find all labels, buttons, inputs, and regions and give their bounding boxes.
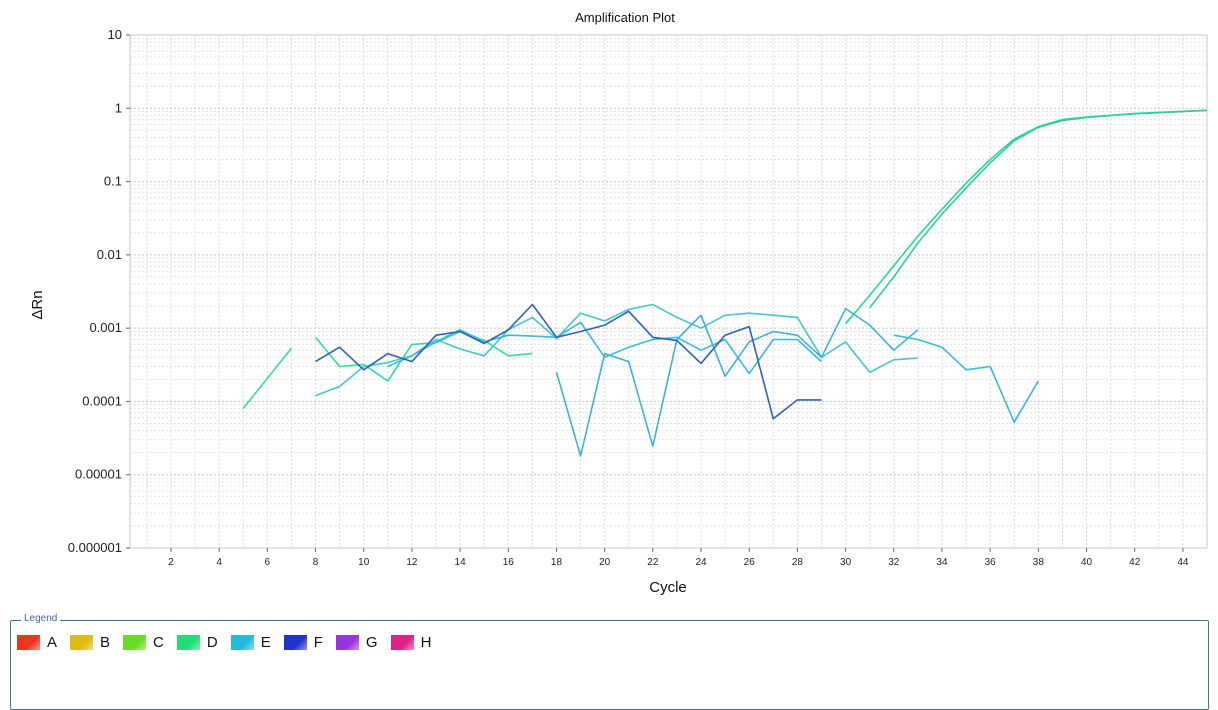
- legend-label: H: [420, 634, 432, 651]
- x-tick-label: 32: [888, 557, 900, 568]
- legend-label: C: [153, 634, 164, 651]
- legend-swatch: [123, 635, 147, 650]
- y-tick-label: 0.00001: [75, 467, 122, 482]
- legend-item-c[interactable]: C: [123, 634, 164, 651]
- legend-item-d[interactable]: D: [176, 634, 218, 651]
- amplification-curve-6: [387, 321, 823, 375]
- legend-swatch: [283, 635, 307, 650]
- legend-swatch: [230, 635, 254, 650]
- amplification-curve-1: [844, 109, 1208, 325]
- x-axis-label: Cycle: [649, 579, 687, 596]
- legend-item-e[interactable]: E: [230, 634, 271, 651]
- x-tick-label: 18: [551, 557, 563, 568]
- y-tick-label: 10: [108, 27, 122, 42]
- amplification-curve-3: [314, 330, 533, 382]
- y-tick-label: 0.1: [104, 174, 122, 189]
- y-tick-label: 0.0001: [82, 393, 122, 408]
- legend-title: Legend: [21, 613, 61, 624]
- amplification-curve-7: [315, 303, 822, 420]
- x-tick-label: 22: [647, 557, 659, 568]
- amplification-curves: [242, 109, 1208, 457]
- x-tick-label: 38: [1033, 557, 1045, 568]
- legend-panel: Legend A B C D E F G H: [10, 613, 1209, 710]
- x-tick-label: 6: [265, 557, 271, 568]
- x-tick-label: 8: [313, 557, 319, 568]
- legend-item-h[interactable]: H: [390, 634, 432, 651]
- y-axis-label: ΔRn: [29, 290, 46, 319]
- x-tick-label: 26: [744, 557, 756, 568]
- x-tick-label: 40: [1081, 557, 1093, 568]
- legend-label: G: [365, 634, 378, 651]
- x-tick-label: 14: [455, 557, 467, 568]
- y-tick-label: 1: [115, 100, 122, 115]
- x-tick-label: 4: [216, 557, 222, 568]
- x-tick-label: 12: [406, 557, 418, 568]
- amplification-curve-5: [555, 307, 919, 457]
- legend-swatch: [176, 635, 200, 650]
- x-tick-label: 16: [503, 557, 515, 568]
- legend-label: A: [47, 634, 58, 651]
- amplification-curve-2: [869, 109, 1208, 309]
- plot-area: [129, 34, 1208, 549]
- legend-item-b[interactable]: B: [70, 634, 110, 651]
- x-tick-label: 34: [936, 557, 948, 568]
- axis-tick-labels: 2 4 6 8 10 12 14 16 18 20 22 24 26 28 30 32 34 36 38 40 42 44…: [68, 27, 1189, 568]
- y-tick-label: 0.000001: [68, 540, 122, 555]
- chart-title: Amplification Plot: [575, 10, 675, 25]
- y-tick-label: 0.001: [89, 320, 122, 335]
- x-tick-label: 44: [1177, 557, 1189, 568]
- x-tick-label: 24: [695, 557, 707, 568]
- x-tick-label: 20: [599, 557, 611, 568]
- legend-swatch: [17, 635, 40, 650]
- legend-swatch: [335, 635, 359, 650]
- legend-label: F: [313, 634, 323, 651]
- legend-swatch: [390, 635, 414, 650]
- x-tick-label: 2: [168, 557, 174, 568]
- legend-item-a[interactable]: A: [17, 634, 57, 651]
- legend-swatch: [70, 635, 94, 650]
- legend-items: A B C D E F G H: [17, 634, 444, 651]
- legend-item-g[interactable]: G: [335, 634, 378, 651]
- x-tick-label: 10: [358, 557, 370, 568]
- legend-item-f[interactable]: F: [283, 634, 323, 651]
- x-tick-label: 30: [840, 557, 852, 568]
- amplification-plot: Amplification Plot 2 4 6 8 10 12 14 16 18 20 22 24 2…: [29, 10, 1208, 596]
- legend-label: B: [100, 634, 111, 651]
- amplification-curve-6: [893, 334, 1039, 423]
- amplification-curve-3: [242, 347, 293, 410]
- legend-label: E: [260, 634, 271, 651]
- x-tick-label: 42: [1129, 557, 1141, 568]
- x-tick-label: 36: [985, 557, 997, 568]
- legend-label: D: [206, 634, 218, 651]
- x-tick-label: 28: [792, 557, 804, 568]
- plot-gridlines: [130, 35, 1208, 549]
- y-tick-label: 0.01: [97, 247, 122, 262]
